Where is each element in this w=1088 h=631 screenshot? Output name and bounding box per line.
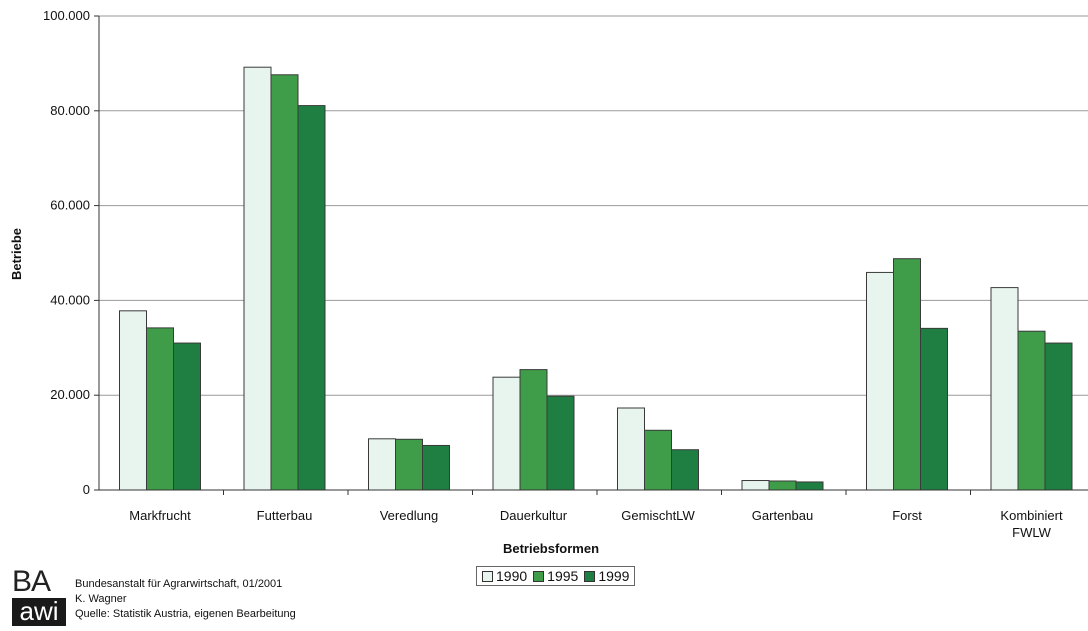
legend-item-1990: 1990 — [482, 568, 527, 584]
axes — [94, 15, 1088, 495]
legend: 1990 1995 1999 — [476, 566, 636, 586]
credit-line-institution: Bundesanstalt für Agrarwirtschaft, 01/20… — [75, 578, 283, 590]
credit-line-author: K. Wagner — [75, 593, 127, 605]
y-tick-label: 40.000 — [50, 292, 90, 307]
legend-item-1999: 1999 — [584, 568, 629, 584]
bars — [119, 66, 1073, 491]
bar-1999 — [1044, 342, 1073, 491]
legend-item-1995: 1995 — [533, 568, 578, 584]
x-category-label: Dauerkultur — [500, 508, 568, 523]
bar-1999 — [671, 449, 699, 491]
x-category-label: Futterbau — [257, 508, 313, 523]
legend-swatch — [533, 570, 545, 582]
x-category-label: Gartenbau — [752, 508, 813, 523]
credit-line-source: Quelle: Statistik Austria, eigenen Bearb… — [75, 608, 296, 620]
x-category-label: FWLW — [1012, 525, 1051, 540]
bar-1999 — [920, 327, 948, 491]
x-axis-title: Betriebsformen — [503, 541, 599, 556]
y-tick-label: 20.000 — [50, 387, 90, 402]
x-category-labels: Markfrucht Futterbau Veredlung Dauerkultur G… — [129, 508, 1063, 540]
bar-1995 — [1017, 330, 1046, 491]
bar-1999 — [422, 444, 450, 491]
bar-1990 — [243, 66, 272, 491]
y-tick-label: 60.000 — [50, 198, 90, 213]
x-category-label: Kombiniert — [1000, 508, 1063, 523]
x-category-label: Forst — [892, 508, 922, 523]
bar-1999 — [795, 481, 824, 491]
bar-1995 — [395, 438, 423, 491]
baawi-logo: BA awi — [12, 567, 66, 627]
y-tick-label: 0 — [83, 482, 90, 497]
bar-1995 — [644, 429, 672, 491]
bar-1995 — [270, 74, 299, 491]
bar-1995 — [768, 480, 797, 491]
bar-1990 — [866, 271, 894, 491]
bar-1995 — [893, 258, 921, 491]
bar-1990 — [741, 480, 770, 491]
bar-1995 — [146, 327, 174, 491]
x-category-label: GemischtLW — [621, 508, 695, 523]
legend-label: 1999 — [598, 568, 630, 584]
y-tick-label: 80.000 — [50, 103, 90, 118]
bar-1995 — [519, 369, 548, 491]
bar-1999 — [546, 395, 575, 491]
x-category-label: Veredlung — [380, 508, 439, 523]
bar-1990 — [617, 407, 645, 491]
bar-1999 — [173, 342, 201, 491]
bar-1990 — [368, 438, 396, 491]
legend-swatch — [482, 570, 493, 582]
y-tick-label: 100.000 — [43, 8, 90, 23]
legend-swatch — [584, 570, 596, 582]
y-tick-labels: 0 20.000 40.000 60.000 80.000 100.000 — [43, 8, 90, 497]
logo-ba-text: BA — [12, 565, 51, 598]
legend-label: 1990 — [496, 568, 528, 584]
source-credits: Bundesanstalt für Agrarwirtschaft, 01/20… — [75, 577, 296, 622]
bar-chart: 0 20.000 40.000 60.000 80.000 100.000 Markfru… — [9, 8, 1088, 556]
legend-label: 1995 — [547, 568, 579, 584]
bar-1990 — [492, 376, 521, 491]
logo-awi-text: awi — [12, 598, 66, 626]
bar-1990 — [990, 287, 1019, 491]
bar-1999 — [297, 105, 326, 491]
bar-1990 — [119, 310, 147, 491]
y-axis-title: Betriebe — [9, 228, 24, 280]
x-category-label: Markfrucht — [129, 508, 191, 523]
